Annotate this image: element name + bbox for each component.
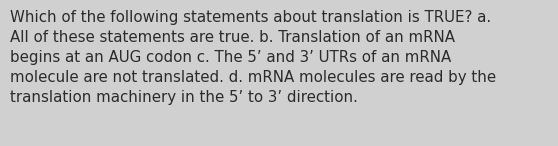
- Text: Which of the following statements about translation is TRUE? a.
All of these sta: Which of the following statements about …: [10, 10, 496, 105]
